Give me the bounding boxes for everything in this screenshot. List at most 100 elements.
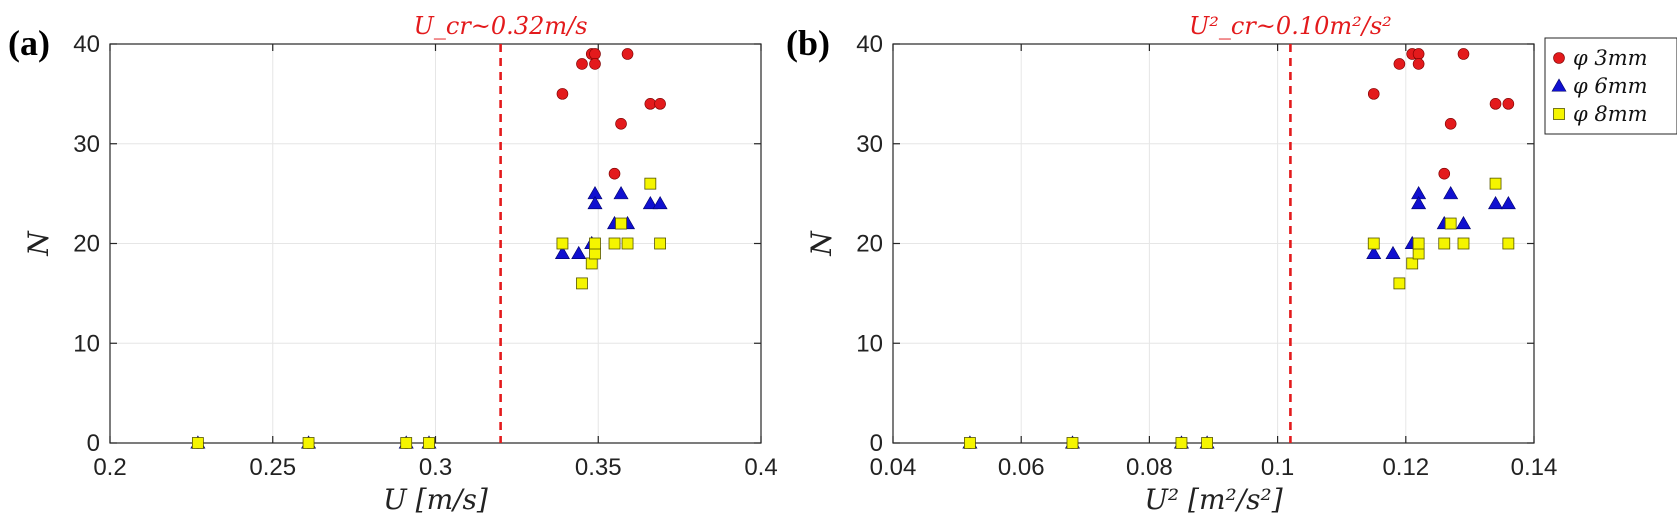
x-tick-label: 0.4 xyxy=(744,454,777,481)
data-point-triangle xyxy=(554,245,570,260)
panel-b: 0.04 0.06 0.08 0.1 0.12 0.14 0 10 20 30 40 (b) N U² [… xyxy=(786,12,1677,516)
data-point-square xyxy=(585,257,598,270)
data-point-circle xyxy=(1412,48,1425,60)
x-axis-label: U² [m²/s²] xyxy=(1144,483,1282,516)
data-point-square xyxy=(654,237,666,250)
data-point-square xyxy=(621,237,634,250)
x-tick-label: 0.1 xyxy=(1261,454,1294,481)
legend-label: φ 8mm xyxy=(1573,102,1648,126)
x-tick-label: 0.06 xyxy=(998,454,1045,481)
data-point-square xyxy=(1502,237,1515,250)
legend: φ 3mm φ 6mm φ 8mm xyxy=(1544,37,1677,135)
legend-label: φ 3mm xyxy=(1573,46,1648,70)
data-point-square xyxy=(1457,237,1470,250)
y-tick-label: 30 xyxy=(856,131,883,158)
data-point-square xyxy=(191,437,204,449)
x-tick-label: 0.3 xyxy=(419,454,452,481)
data-point-square xyxy=(589,247,601,260)
x-tick-label: 0.14 xyxy=(1511,454,1558,481)
x-tick-label: 0.25 xyxy=(249,454,296,481)
panel-label: (b) xyxy=(786,23,830,63)
x-tick-label: 0.04 xyxy=(870,454,917,481)
series-square xyxy=(964,177,1515,449)
y-axis-label: N xyxy=(22,230,55,257)
legend-marker-triangle xyxy=(1551,78,1567,92)
data-point-triangle xyxy=(587,195,603,210)
data-point-square xyxy=(1438,237,1451,250)
x-tick-label: 0.12 xyxy=(1382,454,1429,481)
data-point-circle xyxy=(1438,167,1451,180)
x-tick-label: 0.2 xyxy=(93,454,126,481)
data-point-triangle xyxy=(1443,186,1459,200)
x-tick-label: 0.08 xyxy=(1126,454,1173,481)
data-point-square xyxy=(302,437,315,449)
data-point-circle xyxy=(615,118,627,130)
legend-box xyxy=(1544,37,1677,135)
y-tick-label: 0 xyxy=(87,430,100,457)
data-point-circle xyxy=(589,58,601,70)
data-point-circle xyxy=(1444,118,1457,130)
x-tick-label: 0.35 xyxy=(575,454,622,481)
data-point-circle xyxy=(556,88,569,100)
data-point-square xyxy=(1489,177,1502,190)
data-point-triangle xyxy=(652,195,668,210)
data-point-circle xyxy=(621,48,634,60)
data-point-square xyxy=(1412,237,1425,250)
data-point-square xyxy=(644,177,657,190)
data-point-circle xyxy=(1393,58,1406,70)
y-tick-label: 10 xyxy=(856,330,883,357)
y-tick-label: 20 xyxy=(73,231,100,258)
data-point-triangle xyxy=(613,186,629,200)
data-point-circle xyxy=(1502,98,1515,110)
x-axis-label: U [m/s] xyxy=(383,483,488,516)
data-point-square xyxy=(400,437,413,449)
data-point-triangle xyxy=(1411,195,1427,210)
data-point-square xyxy=(556,237,569,250)
legend-label: φ 6mm xyxy=(1573,74,1648,98)
data-point-square xyxy=(423,437,435,449)
legend-marker-square xyxy=(1553,108,1565,120)
data-point-circle xyxy=(1457,48,1470,60)
data-point-circle xyxy=(644,98,657,110)
panel-a: 0.2 0.25 0.3 0.35 0.4 0 10 20 30 40 (a) N U [m/s] U_c… xyxy=(8,12,778,516)
y-tick-label: 10 xyxy=(73,330,100,357)
data-point-circle xyxy=(1367,88,1380,100)
data-point-square xyxy=(1412,247,1425,260)
data-point-square xyxy=(1201,437,1213,449)
legend-marker-circle xyxy=(1553,52,1565,64)
y-tick-label: 40 xyxy=(73,31,100,58)
y-tick-label: 30 xyxy=(73,131,100,158)
data-point-square xyxy=(1406,257,1419,270)
y-tick-label: 20 xyxy=(856,231,883,258)
data-point-square xyxy=(964,437,976,449)
y-axis-label: N xyxy=(805,230,838,257)
data-point-square xyxy=(1393,277,1406,290)
data-point-square xyxy=(1175,437,1188,449)
series-square xyxy=(191,177,666,449)
data-point-triangle xyxy=(1385,245,1401,260)
y-tick-label: 0 xyxy=(870,430,883,457)
data-point-triangle xyxy=(642,195,658,210)
data-point-circle xyxy=(576,58,588,70)
panel-label: (a) xyxy=(8,23,50,63)
critical-line-label: U_cr~0.32m/s xyxy=(414,12,588,40)
data-point-triangle xyxy=(1488,195,1504,210)
data-point-circle xyxy=(654,98,666,110)
data-point-circle xyxy=(589,48,601,60)
data-point-square xyxy=(589,237,601,250)
data-point-triangle xyxy=(1500,195,1516,210)
critical-line-label: U²_cr~0.10m²/s² xyxy=(1189,12,1392,40)
data-point-triangle xyxy=(1366,245,1382,260)
data-point-square xyxy=(1367,237,1380,250)
data-point-circle xyxy=(1489,98,1502,110)
data-point-square xyxy=(1066,437,1079,449)
data-point-circle xyxy=(608,167,621,180)
data-point-square xyxy=(576,277,588,290)
data-point-square xyxy=(608,237,621,250)
y-tick-label: 40 xyxy=(856,31,883,58)
data-point-square xyxy=(615,217,627,230)
data-point-triangle xyxy=(1455,215,1472,230)
data-point-square xyxy=(1444,217,1457,230)
data-point-circle xyxy=(1412,58,1425,70)
